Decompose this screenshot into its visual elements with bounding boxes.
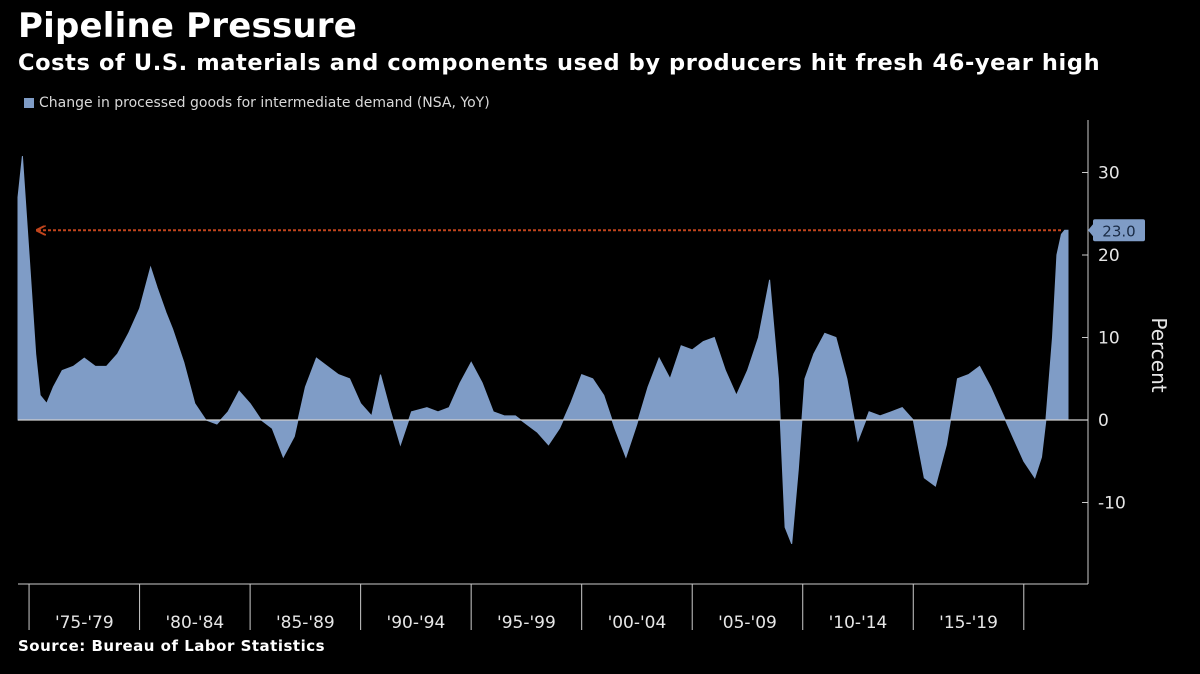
y-axis-label: Percent	[1147, 317, 1171, 392]
series-area-0	[17, 155, 1069, 544]
x-tick-label: '00-'04	[608, 613, 667, 633]
y-tick-label: -10	[1098, 494, 1126, 514]
y-tick-label: 10	[1098, 329, 1120, 349]
y-tick-label: 30	[1098, 164, 1120, 184]
y-tick-label: 20	[1098, 246, 1120, 266]
chart-subtitle: Costs of U.S. materials and components u…	[18, 50, 1101, 76]
value-callout-box	[1093, 219, 1145, 242]
value-callout-label: 23.0	[1102, 222, 1135, 240]
area-layer	[17, 155, 1069, 544]
x-tick-label: '80-'84	[165, 613, 224, 633]
x-tick-label: '15-'19	[939, 613, 998, 633]
x-tick-label: '05-'09	[718, 613, 777, 633]
legend-swatch	[24, 98, 34, 108]
x-tick-label: '10-'14	[829, 613, 888, 633]
value-callout-pointer	[1088, 224, 1093, 237]
source-note: Source: Bureau of Labor Statistics	[18, 637, 326, 655]
y-tick-label: 0	[1098, 411, 1109, 431]
x-tick-label: '75-'79	[55, 613, 114, 633]
annotation-layer: 23.0	[38, 219, 1145, 242]
x-tick-label: '85-'89	[276, 613, 335, 633]
legend-label: Change in processed goods for intermedia…	[39, 95, 490, 111]
chart-title: Pipeline Pressure	[18, 6, 358, 46]
x-tick-label: '95-'99	[497, 613, 556, 633]
x-tick-label: '90-'94	[387, 613, 446, 633]
legend: Change in processed goods for intermedia…	[24, 95, 490, 111]
axis-layer: -10 0 10 20 30 Percent '75-'79 '80-'84 '85-'89 '9…	[18, 120, 1171, 633]
